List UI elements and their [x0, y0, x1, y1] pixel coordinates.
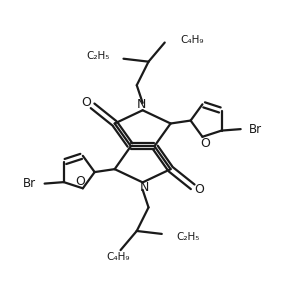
- Text: C₂H₅: C₂H₅: [176, 232, 199, 242]
- Text: C₄H₉: C₄H₉: [106, 252, 130, 262]
- Text: O: O: [76, 175, 85, 188]
- Text: N: N: [140, 181, 149, 194]
- Text: O: O: [81, 96, 91, 110]
- Text: N: N: [136, 98, 146, 111]
- Text: Br: Br: [249, 123, 262, 136]
- Text: Br: Br: [23, 177, 36, 190]
- Text: C₄H₉: C₄H₉: [180, 35, 203, 45]
- Text: O: O: [194, 183, 204, 196]
- Text: O: O: [200, 137, 210, 150]
- Text: C₂H₅: C₂H₅: [86, 51, 110, 61]
